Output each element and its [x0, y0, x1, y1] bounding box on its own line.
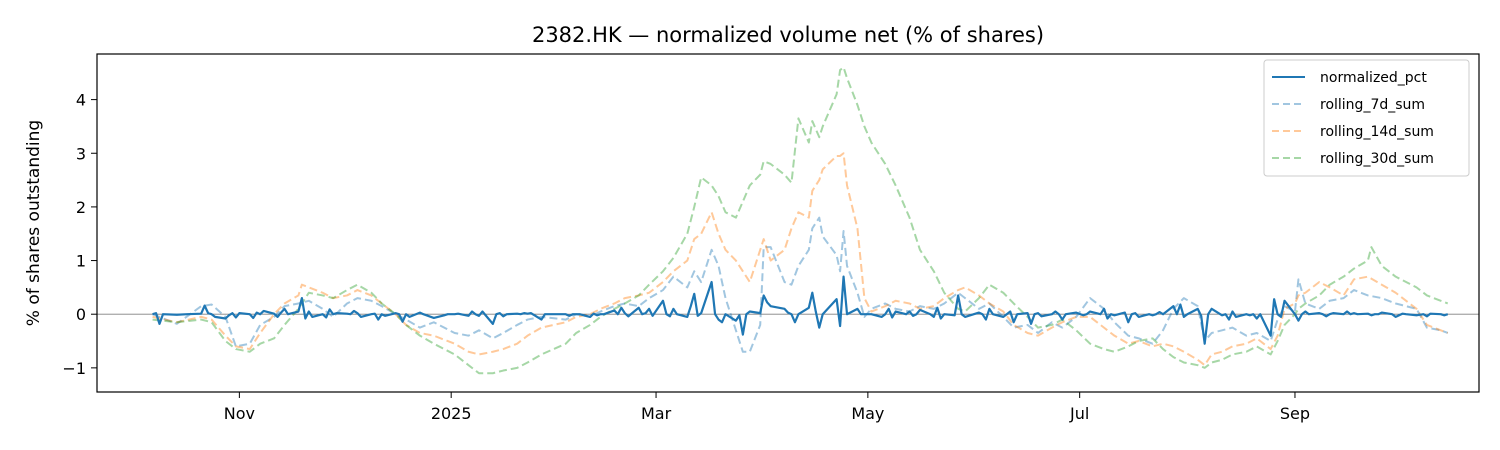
x-tick-label: May — [851, 404, 884, 423]
y-tick-label: 2 — [76, 198, 86, 217]
y-axis: −1 0 1 2 3 4 — [62, 91, 97, 378]
legend-label: normalized_pct — [1320, 70, 1427, 86]
x-tick-label: Jul — [1069, 404, 1089, 423]
y-axis-label: % of shares outstanding — [24, 120, 44, 326]
series-line-rolling-30d-sum — [152, 66, 1449, 375]
legend-label: rolling_7d_sum — [1320, 97, 1425, 113]
series-line-normalized-pct — [152, 275, 1449, 345]
x-tick-label: 2025 — [431, 404, 472, 423]
x-axis: Nov 2025 Mar May Jul Sep — [224, 392, 1310, 423]
x-tick-label: Sep — [1280, 404, 1310, 423]
y-tick-label: 1 — [76, 252, 86, 271]
chart-title: 2382.HK — normalized volume net (% of sh… — [532, 23, 1044, 47]
plot-area — [96, 53, 1480, 393]
x-tick-label: Nov — [224, 404, 255, 423]
series-line-rolling-7d-sum — [152, 216, 1449, 353]
legend-label: rolling_14d_sum — [1320, 124, 1434, 140]
legend-label: rolling_30d_sum — [1320, 151, 1434, 167]
y-tick-label: 0 — [76, 305, 86, 324]
y-tick-label: −1 — [62, 359, 86, 378]
plot-frame — [96, 53, 1480, 393]
series-line-rolling-14d-sum — [152, 152, 1449, 367]
legend: normalized_pct rolling_7d_sum rolling_14d_… — [1263, 59, 1470, 177]
legend-frame — [1263, 59, 1470, 177]
y-tick-label: 4 — [76, 91, 86, 110]
x-tick-label: Mar — [641, 404, 672, 423]
y-tick-label: 3 — [76, 144, 86, 163]
series-layer — [152, 66, 1449, 375]
